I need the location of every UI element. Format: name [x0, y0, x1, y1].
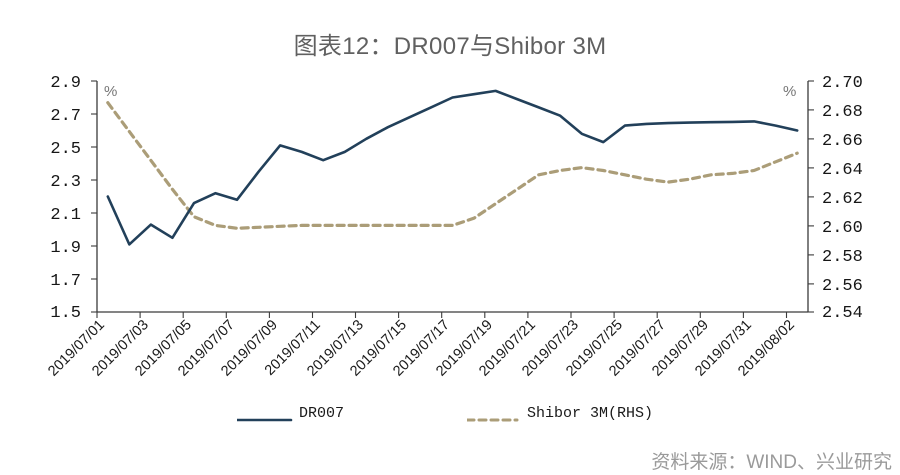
- svg-text:2.62: 2.62: [822, 190, 863, 209]
- svg-text:2.1: 2.1: [50, 206, 81, 225]
- svg-text:1.5: 1.5: [50, 304, 81, 323]
- svg-text:2.70: 2.70: [822, 74, 863, 93]
- svg-text:2.66: 2.66: [822, 132, 863, 151]
- svg-text:2.9: 2.9: [50, 74, 81, 93]
- svg-text:2.56: 2.56: [822, 277, 863, 296]
- svg-text:2.54: 2.54: [822, 304, 863, 323]
- svg-text:1.9: 1.9: [50, 239, 81, 258]
- svg-text:2.58: 2.58: [822, 248, 863, 267]
- svg-text:2.3: 2.3: [50, 173, 81, 192]
- svg-text:2.5: 2.5: [50, 140, 81, 159]
- svg-text:2.64: 2.64: [822, 161, 863, 180]
- svg-text:1.7: 1.7: [50, 272, 81, 291]
- svg-text:2.60: 2.60: [822, 219, 863, 238]
- svg-text:%: %: [104, 83, 117, 100]
- svg-text:%: %: [783, 83, 796, 100]
- svg-text:2.68: 2.68: [822, 103, 863, 122]
- svg-text:2.7: 2.7: [50, 107, 81, 126]
